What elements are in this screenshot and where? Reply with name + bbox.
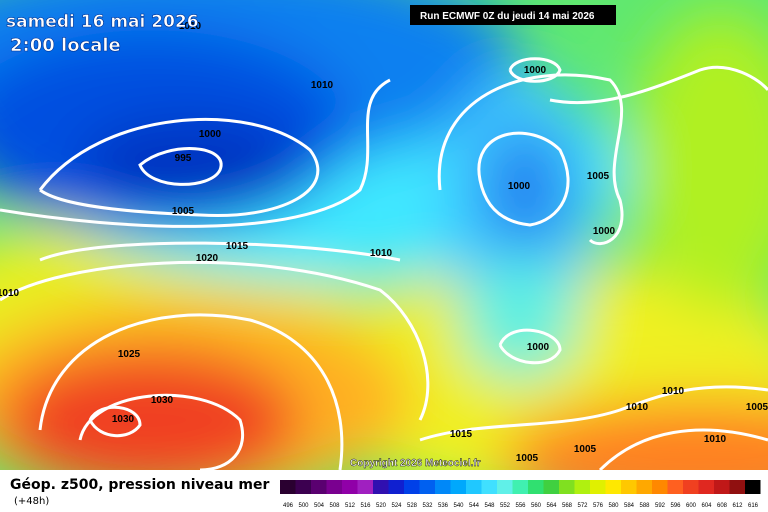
isobar-label: 1000 (524, 65, 547, 76)
isobar-label: 1010 (179, 21, 202, 32)
color-swatch (729, 480, 745, 494)
isobar-label: 1010 (0, 288, 20, 299)
colorbar-label: 540 (453, 503, 464, 509)
colorbar-label: 536 (438, 503, 449, 509)
color-swatch (419, 480, 435, 494)
colorbar-label: 548 (484, 503, 495, 509)
colorbar-label: 608 (717, 503, 728, 509)
colorbar-label: 512 (345, 503, 356, 509)
date: samedi 16 mai 2026 (6, 12, 199, 32)
color-swatch (605, 480, 621, 494)
color-swatch (481, 480, 497, 494)
colorbar-label: 504 (314, 503, 325, 509)
isobar-label: 1000 (508, 181, 531, 192)
color-swatch (683, 480, 699, 494)
isobar-label: 1015 (226, 241, 249, 252)
isobar-label: 1000 (199, 129, 222, 140)
isobar-label: 1020 (196, 253, 219, 264)
isobar-labels: 1010 1010 1000 1000 995 1005 1000 1005 1000 1015 1… (0, 21, 768, 464)
color-swatch (559, 480, 575, 494)
color-swatch (357, 480, 373, 494)
colorbar: 496 500 504 508 512 516 520 524 528 532 536 540 544 5… (280, 480, 761, 509)
isobar-label: 1005 (574, 444, 597, 455)
colorbar-label: 600 (686, 503, 697, 509)
color-swatch (295, 480, 311, 494)
color-swatch (543, 480, 559, 494)
colorbar-label: 616 (748, 503, 759, 509)
colorbar-label: 564 (546, 503, 557, 509)
color-swatch (497, 480, 513, 494)
color-swatch (512, 480, 528, 494)
isobar-label: 1000 (593, 226, 616, 237)
colorbar-label: 520 (376, 503, 387, 509)
isobar-label: 1025 (118, 349, 141, 360)
isobar-label: 1010 (662, 386, 685, 397)
colorbar-label: 532 (422, 503, 433, 509)
color-swatch (373, 480, 389, 494)
colorbar-label: 508 (329, 503, 340, 509)
color-swatch (450, 480, 466, 494)
colorbar-label: 496 (283, 503, 294, 509)
isobar-label: 1010 (626, 402, 649, 413)
isobar-lines (0, 57, 768, 470)
colorbar-label: 528 (407, 503, 418, 509)
run-box (410, 5, 616, 25)
colorbar-label: 500 (298, 503, 309, 509)
isobar-label: 1005 (746, 402, 768, 413)
colorbar-label: 576 (593, 503, 604, 509)
colorbar-label: 560 (531, 503, 542, 509)
run: Run ECMWF 0Z du jeudi 14 mai 2026 (420, 11, 595, 22)
color-swatch (636, 480, 652, 494)
color-swatch (326, 480, 342, 494)
isobar-label: 1005 (587, 171, 610, 182)
colorbar-label: 524 (391, 503, 402, 509)
isobar-label: 1030 (151, 395, 174, 406)
isobar-label: 1000 (527, 342, 550, 353)
colorbar-label: 604 (701, 503, 712, 509)
colorbar-label: 592 (655, 503, 666, 509)
color-swatch (404, 480, 420, 494)
colorbar-label: 596 (670, 503, 681, 509)
colorbar-label: 568 (562, 503, 573, 509)
isobar-label: 1010 (311, 80, 334, 91)
color-swatch (698, 480, 714, 494)
colorbar-label: 556 (515, 503, 526, 509)
isobar-label: 1005 (516, 453, 539, 464)
color-swatch (528, 480, 544, 494)
color-swatch (342, 480, 358, 494)
colorbar-label: 584 (624, 503, 635, 509)
colorbar-label: 516 (360, 503, 371, 509)
legend-lead: (+48h) (14, 496, 49, 507)
time: 2:00 locale (10, 35, 121, 56)
color-swatch (590, 480, 606, 494)
isobar-label: 1010 (704, 434, 727, 445)
color-swatch (745, 480, 761, 494)
color-swatch (667, 480, 683, 494)
color-swatch (574, 480, 590, 494)
color-swatch (652, 480, 668, 494)
color-swatch (714, 480, 730, 494)
colorbar-label: 544 (469, 503, 480, 509)
color-swatch (621, 480, 637, 494)
colorbar-label: 612 (732, 503, 743, 509)
isobar-label: 995 (175, 153, 192, 164)
isobar-label: 1010 (370, 248, 393, 259)
colorbar-label: 572 (577, 503, 588, 509)
color-swatch (388, 480, 404, 494)
isobar-label: 1015 (450, 429, 473, 440)
colorbar-label: 588 (639, 503, 650, 509)
color-swatch (435, 480, 451, 494)
color-swatch (280, 480, 296, 494)
color-swatch (466, 480, 482, 494)
color-swatch (311, 480, 327, 494)
isobar-label: 1005 (172, 206, 195, 217)
copyright: Copyright 2026 Meteociel.fr (350, 458, 481, 469)
colorbar-label: 552 (500, 503, 511, 509)
colorbar-label: 580 (608, 503, 619, 509)
isobar-label: 1030 (112, 414, 135, 425)
legend-title: Géop. z500, pression niveau mer (10, 477, 269, 493)
